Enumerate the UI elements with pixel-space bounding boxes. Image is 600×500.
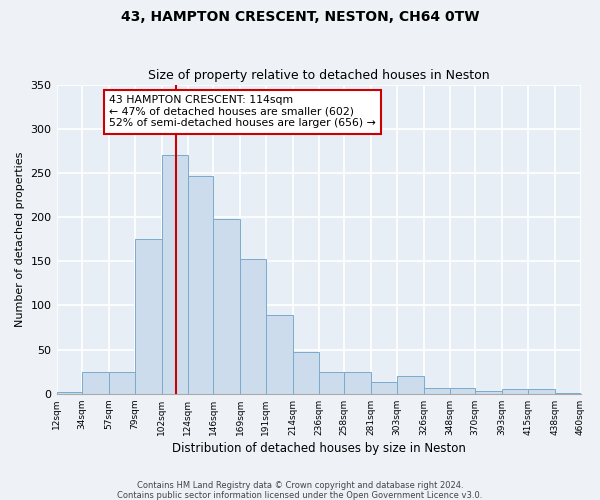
Bar [449, 388, 475, 394]
Bar [162, 155, 188, 394]
Bar [266, 315, 293, 394]
X-axis label: Distribution of detached houses by size in Neston: Distribution of detached houses by size … [172, 442, 466, 455]
Bar [135, 239, 162, 394]
Bar [56, 392, 82, 394]
Bar [424, 388, 449, 394]
Bar [82, 372, 109, 394]
Text: 43 HAMPTON CRESCENT: 114sqm
← 47% of detached houses are smaller (602)
52% of se: 43 HAMPTON CRESCENT: 114sqm ← 47% of det… [109, 95, 376, 128]
Bar [293, 352, 319, 394]
Bar [502, 390, 528, 394]
Text: Contains HM Land Registry data © Crown copyright and database right 2024.: Contains HM Land Registry data © Crown c… [137, 480, 463, 490]
Bar [213, 219, 240, 394]
Bar [528, 390, 555, 394]
Bar [109, 372, 135, 394]
Bar [475, 391, 502, 394]
Text: 43, HAMPTON CRESCENT, NESTON, CH64 0TW: 43, HAMPTON CRESCENT, NESTON, CH64 0TW [121, 10, 479, 24]
Bar [555, 393, 581, 394]
Bar [344, 372, 371, 394]
Bar [240, 258, 266, 394]
Bar [188, 176, 213, 394]
Y-axis label: Number of detached properties: Number of detached properties [15, 152, 25, 327]
Bar [371, 382, 397, 394]
Text: Contains public sector information licensed under the Open Government Licence v3: Contains public sector information licen… [118, 490, 482, 500]
Bar [397, 376, 424, 394]
Bar [319, 372, 344, 394]
Title: Size of property relative to detached houses in Neston: Size of property relative to detached ho… [148, 69, 490, 82]
